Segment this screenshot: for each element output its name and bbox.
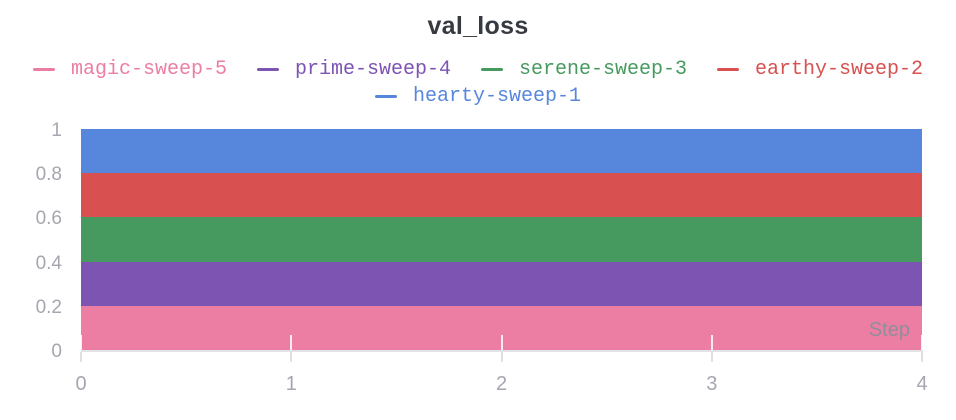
legend-item-label: hearty-sweep-1 (412, 84, 582, 108)
legend: magic-sweep-5 prime-sweep-4 serene-sweep-3… (10, 57, 946, 108)
legend-item-prime-sweep-4[interactable]: prime-sweep-4 (256, 57, 451, 81)
y-tick-label: 0.8 (35, 164, 62, 186)
x-tick-mark-inner (80, 335, 82, 350)
x-axis: 0 1 2 3 4 (0, 373, 956, 397)
legend-item-label: prime-sweep-4 (294, 57, 451, 81)
x-axis-title: Step (868, 319, 910, 341)
x-tick-mark-inner (710, 335, 713, 350)
legend-item-label: earthy-sweep-2 (755, 57, 924, 81)
legend-line-icon (481, 67, 503, 71)
legend-item-hearty-sweep-1[interactable]: hearty-sweep-1 (374, 84, 582, 108)
x-tick-mark (921, 352, 923, 362)
y-tick-label: 0.6 (35, 208, 62, 230)
x-tick-mark-inner (290, 335, 293, 350)
legend-line-icon (32, 67, 55, 71)
legend-item-label: magic-sweep-5 (70, 57, 227, 81)
y-axis: 1 0.8 0.6 0.4 0.2 0 (0, 120, 62, 362)
x-tick-mark (290, 352, 293, 362)
x-axis-line (81, 350, 923, 352)
y-tick-label: 1 (51, 120, 62, 141)
x-tick-mark (500, 352, 503, 362)
legend-item-label: serene-sweep-3 (519, 57, 688, 81)
x-tick-label: 1 (285, 373, 297, 395)
x-tick-label: 4 (916, 373, 928, 395)
x-tick-mark-inner (921, 335, 923, 350)
y-tick-label: 0.2 (35, 296, 62, 318)
legend-item-magic-sweep-5[interactable]: magic-sweep-5 (32, 57, 227, 81)
x-tick-label: 3 (706, 373, 718, 395)
legend-item-earthy-sweep-2[interactable]: earthy-sweep-2 (717, 57, 923, 81)
chart-title: val_loss (427, 12, 529, 40)
legend-line-icon (717, 67, 740, 71)
y-tick-label: 0 (51, 341, 62, 362)
x-tick-label: 0 (75, 373, 87, 395)
plot-area[interactable]: Step (80, 129, 923, 350)
x-tick-mark (710, 352, 713, 362)
legend-item-serene-sweep-3[interactable]: serene-sweep-3 (481, 57, 687, 81)
legend-line-icon (374, 94, 397, 98)
x-tick-mark-inner (500, 335, 503, 350)
x-tick-label: 2 (495, 373, 508, 395)
legend-line-icon (256, 67, 279, 71)
y-tick-label: 0.4 (35, 252, 62, 274)
x-tick-mark (80, 352, 82, 362)
